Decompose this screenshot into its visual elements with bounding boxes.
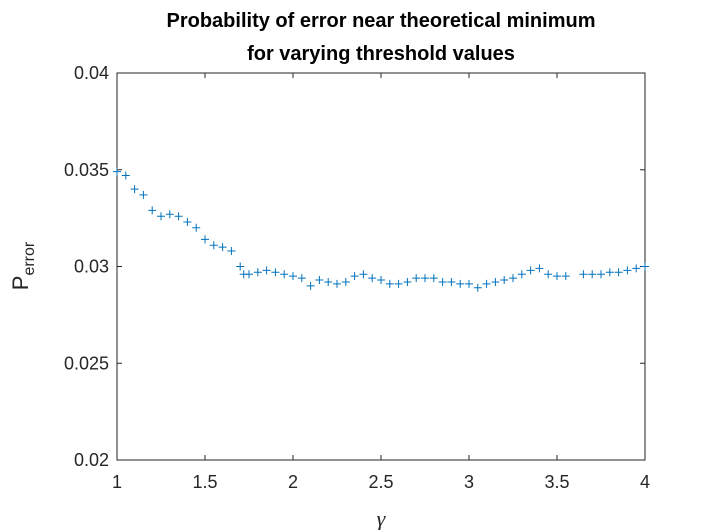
y-tick-label: 0.03 <box>74 257 109 277</box>
marker <box>359 270 368 279</box>
marker <box>535 264 544 273</box>
marker <box>623 266 632 275</box>
marker <box>579 270 588 279</box>
marker <box>632 264 641 273</box>
marker <box>201 235 209 244</box>
marker <box>148 206 157 215</box>
marker <box>526 266 535 275</box>
marker <box>165 210 174 219</box>
x-tick-label: 1.5 <box>192 472 217 492</box>
marker <box>130 185 139 194</box>
marker <box>245 270 253 279</box>
x-tick-label: 3 <box>464 472 474 492</box>
marker <box>614 268 623 277</box>
marker <box>289 272 297 281</box>
marker <box>280 270 289 279</box>
marker <box>553 272 561 281</box>
marker <box>236 262 245 271</box>
marker <box>385 279 394 288</box>
marker <box>509 274 517 283</box>
x-tick-label: 2 <box>288 472 298 492</box>
marker <box>605 268 614 277</box>
marker <box>297 274 306 283</box>
x-axis-label: γ <box>377 506 387 530</box>
marker <box>113 167 121 176</box>
y-label-main: P <box>8 276 33 291</box>
chart-title: for varying threshold values <box>247 43 515 65</box>
marker <box>324 277 333 286</box>
marker <box>517 270 526 279</box>
marker <box>227 247 236 256</box>
marker <box>421 274 429 283</box>
marker <box>157 212 165 221</box>
marker <box>412 274 421 283</box>
marker <box>315 276 324 285</box>
marker <box>341 277 350 286</box>
marker <box>429 274 438 283</box>
y-label-sub: error <box>21 241 38 275</box>
marker <box>641 262 649 271</box>
y-tick-label: 0.025 <box>64 353 109 373</box>
marker <box>192 223 201 232</box>
marker <box>139 190 148 199</box>
marker <box>253 268 262 277</box>
x-tick-label: 1 <box>112 472 122 492</box>
x-tick-label: 2.5 <box>368 472 393 492</box>
marker <box>394 279 403 288</box>
marker <box>121 171 130 180</box>
y-tick-label: 0.02 <box>74 450 109 470</box>
marker <box>465 279 473 288</box>
marker <box>271 268 280 277</box>
marker <box>183 217 192 226</box>
marker <box>491 277 500 286</box>
marker <box>377 276 385 285</box>
marker <box>588 270 597 279</box>
marker <box>500 276 509 285</box>
marker <box>209 241 218 250</box>
marker <box>482 279 491 288</box>
y-tick-label: 0.035 <box>64 160 109 180</box>
marker <box>544 270 553 279</box>
marker <box>597 270 605 279</box>
marker <box>368 274 377 283</box>
marker <box>438 277 447 286</box>
x-tick-label: 3.5 <box>544 472 569 492</box>
marker <box>306 281 315 290</box>
y-axis-label: Perror <box>8 241 38 290</box>
marker <box>262 266 271 275</box>
marker <box>350 272 359 281</box>
chart-title: Probability of error near theoretical mi… <box>167 10 596 32</box>
x-tick-label: 4 <box>640 472 650 492</box>
marker <box>561 272 570 281</box>
marker <box>333 279 341 288</box>
marker <box>456 279 465 288</box>
marker <box>473 283 482 292</box>
marker <box>447 277 456 286</box>
marker <box>218 243 227 252</box>
marker <box>403 277 412 286</box>
marker <box>174 212 183 221</box>
y-tick-label: 0.04 <box>74 63 109 83</box>
